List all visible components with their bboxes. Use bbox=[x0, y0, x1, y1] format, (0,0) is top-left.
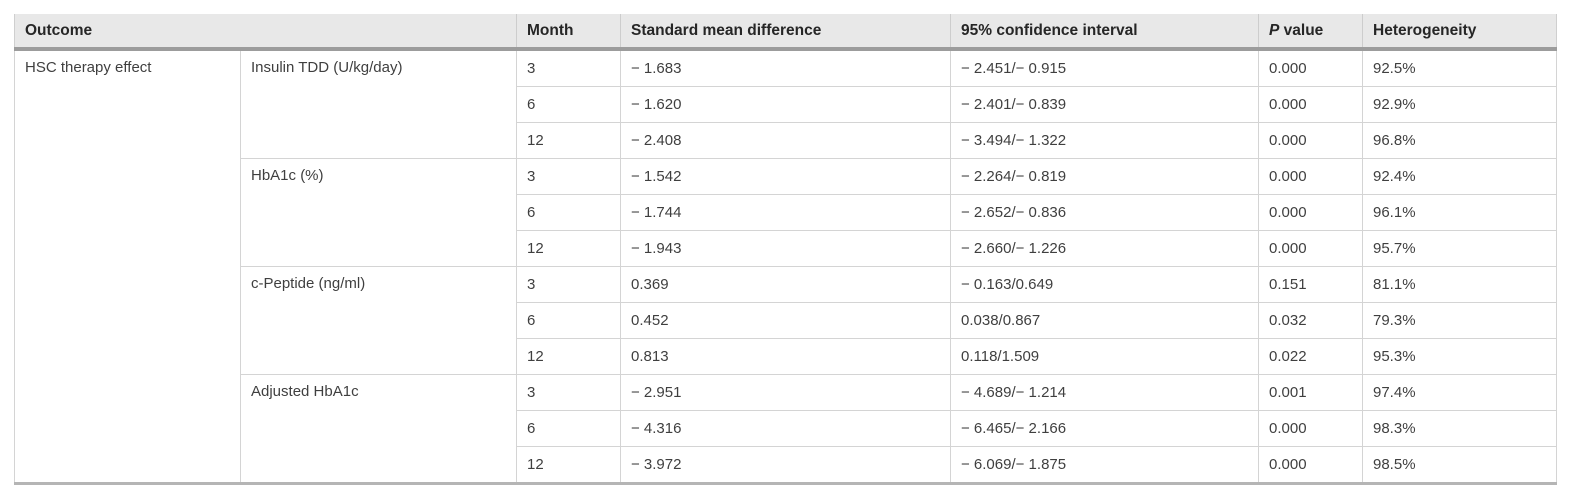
table-row: 6 0.452 0.038/0.867 0.032 79.3% bbox=[15, 302, 1557, 339]
ci-cell: 0.038/0.867 bbox=[950, 302, 1259, 339]
measure-cell: HbA1c (%) bbox=[240, 158, 517, 267]
heterogeneity-cell: 92.5% bbox=[1362, 48, 1557, 87]
ci-cell: − 3.494/− 1.322 bbox=[950, 122, 1259, 159]
ci-cell: − 4.689/− 1.214 bbox=[950, 374, 1259, 411]
pvalue-cell: 0.000 bbox=[1258, 158, 1363, 195]
outcome-group-cell: HSC therapy effect bbox=[14, 48, 241, 484]
table-row: 12 − 1.943 − 2.660/− 1.226 0.000 95.7% bbox=[15, 230, 1557, 267]
heterogeneity-cell: 98.5% bbox=[1362, 446, 1557, 484]
pvalue-cell: 0.000 bbox=[1258, 194, 1363, 231]
table-row: 6 − 1.620 − 2.401/− 0.839 0.000 92.9% bbox=[15, 86, 1557, 123]
pvalue-cell: 0.032 bbox=[1258, 302, 1363, 339]
month-cell: 6 bbox=[516, 194, 621, 231]
table-body: HSC therapy effect Insulin TDD (U/kg/day… bbox=[14, 48, 1557, 484]
header-heterogeneity: Heterogeneity bbox=[1362, 14, 1557, 51]
smd-cell: − 3.972 bbox=[620, 446, 951, 484]
table-row: HbA1c (%) 3 − 1.542 − 2.264/− 0.819 0.00… bbox=[15, 158, 1557, 267]
pvalue-cell: 0.000 bbox=[1258, 86, 1363, 123]
month-cell: 6 bbox=[516, 86, 621, 123]
month-cell: 12 bbox=[516, 122, 621, 159]
smd-cell: − 1.542 bbox=[620, 158, 951, 195]
heterogeneity-cell: 92.4% bbox=[1362, 158, 1557, 195]
month-cell: 6 bbox=[516, 410, 621, 447]
month-cell: 12 bbox=[516, 338, 621, 375]
measure-cell: c-Peptide (ng/ml) bbox=[240, 266, 517, 375]
month-cell: 6 bbox=[516, 302, 621, 339]
smd-cell: − 1.683 bbox=[620, 48, 951, 87]
smd-cell: − 2.951 bbox=[620, 374, 951, 411]
measure-cell: Adjusted HbA1c bbox=[240, 374, 517, 484]
heterogeneity-cell: 98.3% bbox=[1362, 410, 1557, 447]
table-container: Outcome Month Standard mean difference 9… bbox=[14, 14, 1557, 485]
ci-cell: − 0.163/0.649 bbox=[950, 266, 1259, 303]
heterogeneity-cell: 96.8% bbox=[1362, 122, 1557, 159]
header-pvalue: P value bbox=[1258, 14, 1363, 51]
smd-cell: − 2.408 bbox=[620, 122, 951, 159]
measure-cell: Insulin TDD (U/kg/day) bbox=[240, 48, 517, 159]
heterogeneity-cell: 96.1% bbox=[1362, 194, 1557, 231]
ci-cell: − 6.465/− 2.166 bbox=[950, 410, 1259, 447]
table-header: Outcome Month Standard mean difference 9… bbox=[14, 14, 1557, 51]
table-row: c-Peptide (ng/ml) 3 0.369 − 0.163/0.649 … bbox=[15, 266, 1557, 375]
ci-cell: − 2.652/− 0.836 bbox=[950, 194, 1259, 231]
results-table: Outcome Month Standard mean difference 9… bbox=[14, 14, 1557, 485]
ci-cell: 0.118/1.509 bbox=[950, 338, 1259, 375]
pvalue-cell: 0.000 bbox=[1258, 410, 1363, 447]
heterogeneity-cell: 92.9% bbox=[1362, 86, 1557, 123]
pvalue-cell: 0.151 bbox=[1258, 266, 1363, 303]
month-cell: 3 bbox=[516, 266, 621, 303]
pvalue-cell: 0.022 bbox=[1258, 338, 1363, 375]
ci-cell: − 2.660/− 1.226 bbox=[950, 230, 1259, 267]
header-ci: 95% confidence interval bbox=[950, 14, 1259, 51]
month-cell: 3 bbox=[516, 48, 621, 87]
table-row: HSC therapy effect Insulin TDD (U/kg/day… bbox=[14, 48, 1557, 484]
pvalue-cell: 0.000 bbox=[1258, 122, 1363, 159]
header-row: Outcome Month Standard mean difference 9… bbox=[14, 14, 1557, 51]
smd-cell: − 1.620 bbox=[620, 86, 951, 123]
ci-cell: − 2.264/− 0.819 bbox=[950, 158, 1259, 195]
ci-cell: − 2.401/− 0.839 bbox=[950, 86, 1259, 123]
pvalue-cell: 0.000 bbox=[1258, 446, 1363, 484]
pvalue-cell: 0.001 bbox=[1258, 374, 1363, 411]
header-smd: Standard mean difference bbox=[620, 14, 951, 51]
smd-cell: − 4.316 bbox=[620, 410, 951, 447]
month-cell: 12 bbox=[516, 230, 621, 267]
table-row: 6 − 1.744 − 2.652/− 0.836 0.000 96.1% bbox=[15, 194, 1557, 231]
smd-cell: 0.452 bbox=[620, 302, 951, 339]
table-row: Adjusted HbA1c 3 − 2.951 − 4.689/− 1.214… bbox=[15, 374, 1557, 484]
heterogeneity-cell: 95.3% bbox=[1362, 338, 1557, 375]
header-outcome: Outcome bbox=[14, 14, 517, 51]
smd-cell: 0.369 bbox=[620, 266, 951, 303]
heterogeneity-cell: 81.1% bbox=[1362, 266, 1557, 303]
heterogeneity-cell: 97.4% bbox=[1362, 374, 1557, 411]
ci-cell: − 2.451/− 0.915 bbox=[950, 48, 1259, 87]
pvalue-cell: 0.000 bbox=[1258, 48, 1363, 87]
month-cell: 12 bbox=[516, 446, 621, 484]
month-cell: 3 bbox=[516, 158, 621, 195]
smd-cell: − 1.744 bbox=[620, 194, 951, 231]
pvalue-cell: 0.000 bbox=[1258, 230, 1363, 267]
month-cell: 3 bbox=[516, 374, 621, 411]
header-month: Month bbox=[516, 14, 621, 51]
table-row: 12 − 3.972 − 6.069/− 1.875 0.000 98.5% bbox=[15, 446, 1557, 484]
heterogeneity-cell: 79.3% bbox=[1362, 302, 1557, 339]
table-row: 12 0.813 0.118/1.509 0.022 95.3% bbox=[15, 338, 1557, 375]
ci-cell: − 6.069/− 1.875 bbox=[950, 446, 1259, 484]
smd-cell: 0.813 bbox=[620, 338, 951, 375]
smd-cell: − 1.943 bbox=[620, 230, 951, 267]
heterogeneity-cell: 95.7% bbox=[1362, 230, 1557, 267]
